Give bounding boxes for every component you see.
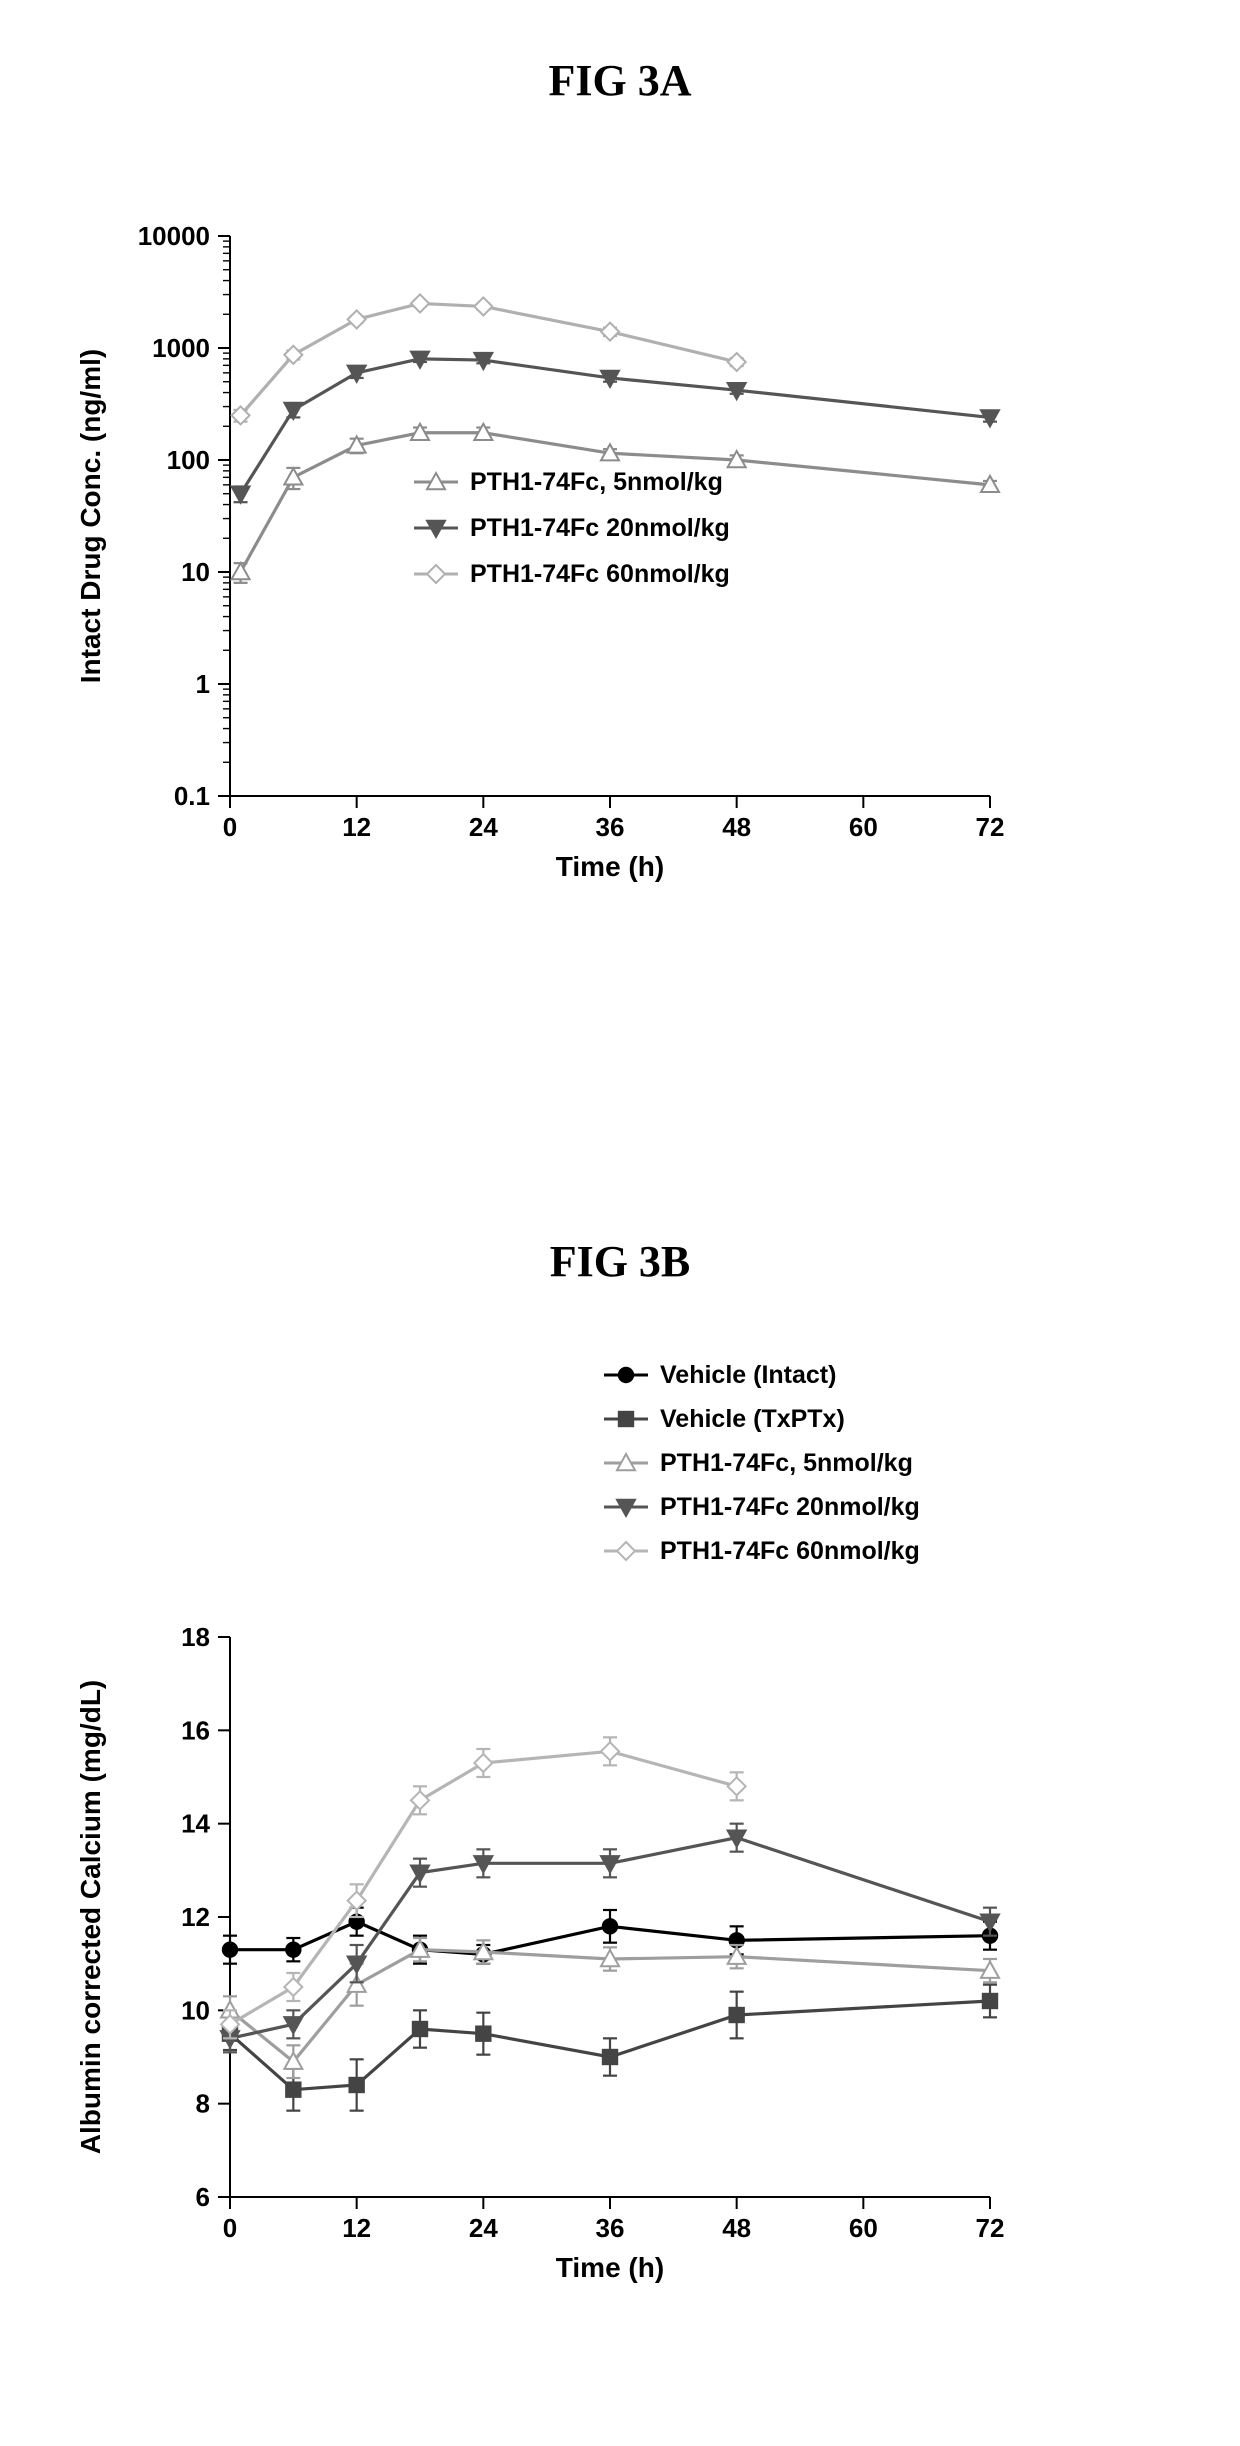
svg-text:1: 1 [196, 669, 210, 699]
svg-text:60: 60 [849, 812, 878, 842]
bottom-pad [0, 2337, 1240, 2377]
svg-text:12: 12 [342, 812, 371, 842]
svg-text:72: 72 [976, 2213, 1005, 2243]
fig-3a: FIG 3A 0 12 24 36 48 60 72 Time (h) 0.1 1 10 100 100… [0, 0, 1240, 986]
svg-text:36: 36 [596, 2213, 625, 2243]
svg-text:0: 0 [223, 2213, 237, 2243]
svg-text:60: 60 [849, 2213, 878, 2243]
svg-text:Time (h): Time (h) [556, 2252, 664, 2283]
spacer [0, 986, 1240, 1236]
svg-text:18: 18 [181, 1622, 210, 1652]
svg-text:14: 14 [181, 1809, 210, 1839]
svg-text:Vehicle (TxPTx): Vehicle (TxPTx) [660, 1405, 845, 1433]
svg-text:PTH1-74Fc 60nmol/kg: PTH1-74Fc 60nmol/kg [470, 560, 730, 588]
svg-text:100: 100 [167, 445, 210, 475]
svg-text:PTH1-74Fc 60nmol/kg: PTH1-74Fc 60nmol/kg [660, 1537, 920, 1565]
svg-text:24: 24 [469, 812, 498, 842]
fig3a-title: FIG 3A [0, 55, 1240, 106]
svg-text:Vehicle (Intact): Vehicle (Intact) [660, 1361, 836, 1389]
svg-text:10: 10 [181, 1995, 210, 2025]
svg-text:0: 0 [223, 812, 237, 842]
svg-text:PTH1-74Fc, 5nmol/kg: PTH1-74Fc, 5nmol/kg [660, 1449, 913, 1477]
svg-text:10000: 10000 [138, 221, 210, 251]
svg-text:Intact Drug Conc. (ng/ml): Intact Drug Conc. (ng/ml) [75, 349, 106, 683]
svg-text:48: 48 [722, 812, 751, 842]
svg-text:36: 36 [596, 812, 625, 842]
svg-text:PTH1-74Fc, 5nmol/kg: PTH1-74Fc, 5nmol/kg [470, 468, 723, 496]
svg-text:PTH1-74Fc 20nmol/kg: PTH1-74Fc 20nmol/kg [470, 514, 730, 542]
svg-text:16: 16 [181, 1715, 210, 1745]
svg-text:PTH1-74Fc 20nmol/kg: PTH1-74Fc 20nmol/kg [660, 1493, 920, 1521]
svg-text:12: 12 [181, 1902, 210, 1932]
svg-text:48: 48 [722, 2213, 751, 2243]
fig3b-chart: 0 12 24 36 48 60 72 Time (h) 6 8 10 12 14 16 18 Albumin… [0, 1287, 1240, 2337]
svg-text:8: 8 [196, 2089, 210, 2119]
svg-text:Time (h): Time (h) [556, 851, 664, 882]
svg-text:10: 10 [181, 557, 210, 587]
svg-text:0.1: 0.1 [174, 781, 210, 811]
fig3b-title: FIG 3B [0, 1236, 1240, 1287]
svg-text:12: 12 [342, 2213, 371, 2243]
svg-text:1000: 1000 [152, 333, 210, 363]
fig3a-chart: 0 12 24 36 48 60 72 Time (h) 0.1 1 10 100 1000 10000 I… [0, 106, 1240, 986]
svg-text:6: 6 [196, 2182, 210, 2212]
svg-text:72: 72 [976, 812, 1005, 842]
svg-text:Albumin corrected Calcium (mg/: Albumin corrected Calcium (mg/dL) [75, 1680, 106, 2155]
svg-text:24: 24 [469, 2213, 498, 2243]
fig-3b: FIG 3B 0 12 24 36 48 60 72 Time (h) 6 8 10 12 14 16 18… [0, 1236, 1240, 2337]
